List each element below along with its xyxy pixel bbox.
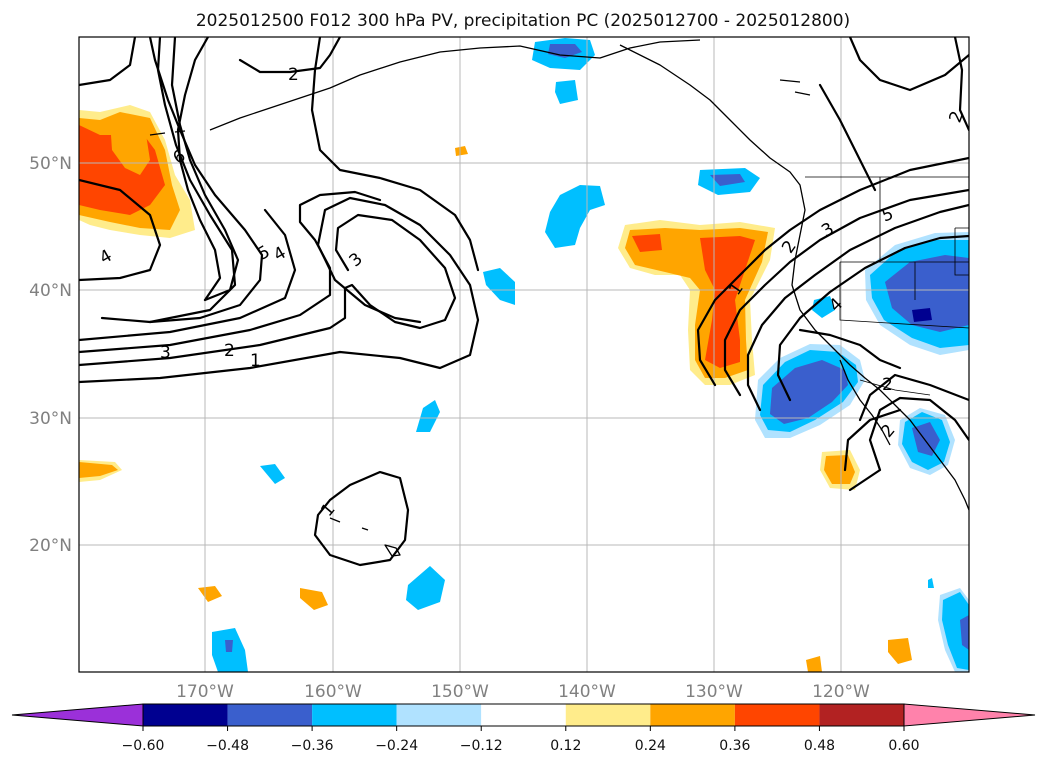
lon-label: 120°W [812,682,870,702]
colorbar-tick-label: 0.12 [550,738,581,754]
map-title: 2025012500 F012 300 hPa PV, precipitatio… [196,11,850,31]
colorbar-swatch [650,704,735,726]
colorbar-tick-label: −0.36 [291,738,334,754]
colorbar-tick-label: 0.36 [719,738,750,754]
colorbar-swatch [481,704,566,726]
colorbar-tick-label: −0.12 [460,738,503,754]
colorbar-swatch [819,704,904,726]
colorbar-swatch [227,704,313,726]
map-frame [78,36,970,673]
colorbar-tick-label: 0.48 [804,738,835,754]
colorbar: −0.60 −0.48 −0.36 −0.24 −0.12 0.12 0.24 0.36 0.4… [11,703,1036,754]
borders [805,176,969,396]
map-panel: 2 6 5 4 4 3 3 2 1 1 2 3 5 2 1 4 2 2 [79,37,969,672]
colorbar-extend-low [11,703,144,727]
colorbar-tick-label: −0.24 [375,738,418,754]
latitude-labels: 50°N 40°N 30°N 20°N [29,154,72,556]
lon-label: 140°W [558,682,616,702]
lon-label: 130°W [685,682,743,702]
colorbar-outline [142,703,905,727]
contour-label: 1 [250,351,261,371]
colorbar-tick-label: 0.60 [888,738,919,754]
lon-label: 160°W [304,682,362,702]
colorbar-tick-label: −0.48 [206,738,249,754]
lat-label: 30°N [29,409,72,429]
colorbar-tick-label: −0.60 [122,738,165,754]
colorbar-swatch [312,704,397,726]
colorbar-tick-label: 0.24 [635,738,666,754]
pv-contours [79,37,969,567]
colorbar-extend-high [903,703,1036,727]
contour-label: 2 [224,341,235,361]
contour-label: 3 [160,343,171,363]
colorbar-swatch [396,704,482,726]
colorbar-swatch [734,704,820,726]
lon-label: 150°W [431,682,489,702]
colorbar-swatch [565,704,651,726]
lat-label: 40°N [29,281,72,301]
contour-label: 2 [288,65,299,85]
lon-label: 170°W [176,682,234,702]
lat-label: 20°N [29,536,72,556]
longitude-labels: 170°W 160°W 150°W 140°W 130°W 120°W [176,682,870,702]
lat-label: 50°N [29,154,72,174]
contour-label: 2 [882,375,893,395]
colorbar-swatch [143,704,228,726]
